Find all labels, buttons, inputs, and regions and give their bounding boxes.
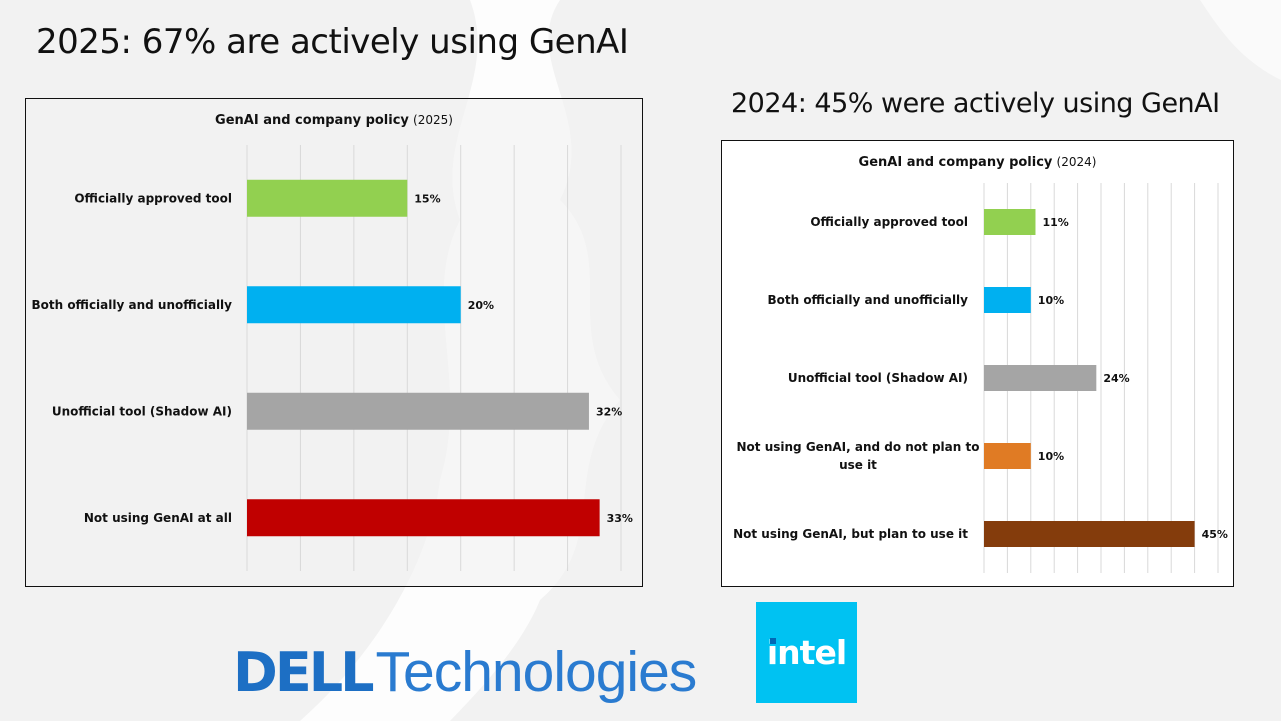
intel-text: intel [766, 633, 847, 672]
chart-2025: GenAI and company policy (2025) 15% Offic… [25, 98, 643, 587]
category-label: Not using GenAI, but plan to use it [733, 527, 968, 541]
bar [247, 499, 600, 537]
intel-logo: intel [756, 602, 857, 703]
category-label: Both officially and unofficially [767, 293, 968, 307]
slide-title-2024: 2024: 45% were actively using GenAI [731, 88, 1220, 119]
chart-title-text: GenAI and company policy [215, 113, 409, 128]
category-label: Both officially and unofficially [31, 298, 232, 312]
bar [984, 521, 1195, 547]
dell-mark: DELL [233, 640, 375, 704]
plot-area-2024: 11% Officially approved tool 10% Both offic… [733, 183, 1228, 573]
category-label: Unofficial tool (Shadow AI) [788, 371, 968, 385]
category-label: Officially approved tool [74, 191, 232, 205]
plot-area-2025: 15% Officially approved tool 20% Both offic… [31, 145, 633, 571]
data-label: 32% [596, 405, 622, 418]
dell-technologies-logo: DELL Technologies [233, 640, 698, 704]
bar [984, 287, 1031, 313]
category-label: Officially approved tool [810, 215, 968, 229]
bar [984, 209, 1036, 235]
data-label: 20% [468, 299, 494, 312]
bar [247, 392, 589, 430]
bar [247, 179, 408, 217]
chart-title-2025: GenAI and company policy (2025) [26, 113, 642, 128]
data-label: 10% [1038, 450, 1064, 463]
dell-technologies-text: Technologies [375, 640, 698, 704]
data-label: 15% [414, 192, 440, 205]
bar [984, 365, 1097, 391]
bar [247, 286, 461, 324]
category-label: Unofficial tool (Shadow AI) [52, 404, 232, 418]
data-label: 24% [1103, 372, 1129, 385]
bar [984, 443, 1031, 469]
data-label: 33% [607, 512, 633, 525]
chart-title-year: (2024) [1056, 155, 1097, 169]
category-label: Not using GenAI, and do not plan to use i… [737, 440, 980, 472]
chart-title-2024: GenAI and company policy (2024) [722, 155, 1233, 170]
chart-title-text: GenAI and company policy [858, 155, 1053, 170]
category-label: Not using GenAI at all [84, 511, 232, 525]
intel-dot-icon [769, 638, 776, 644]
chart-2024: GenAI and company policy (2024) 11% Offic… [721, 140, 1234, 587]
data-label: 10% [1038, 294, 1064, 307]
slide-title-2025: 2025: 67% are actively using GenAI [36, 22, 629, 62]
data-label: 45% [1202, 528, 1228, 541]
data-label: 11% [1042, 216, 1068, 229]
chart-title-year: (2025) [413, 113, 453, 127]
intel-wordmark: intel [766, 633, 847, 672]
